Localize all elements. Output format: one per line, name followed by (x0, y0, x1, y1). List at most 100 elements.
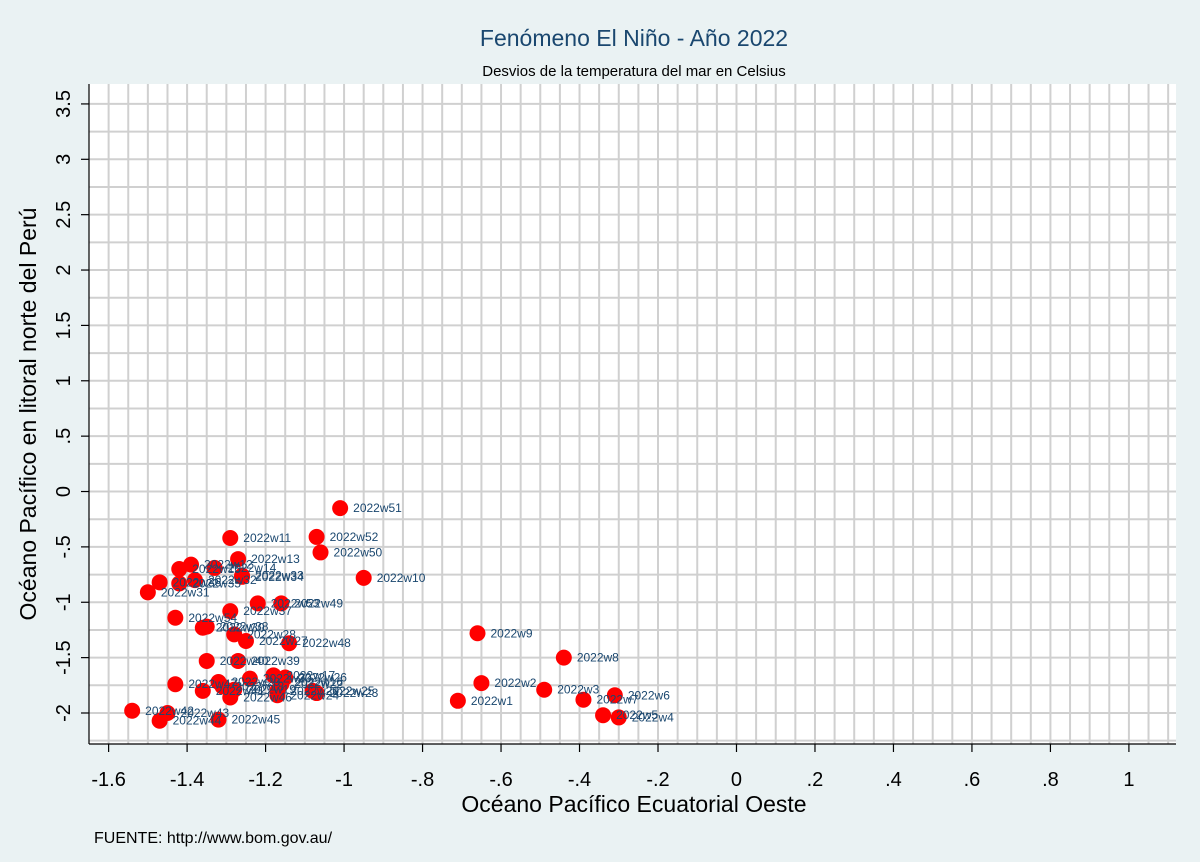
y-tick-label: -1.5 (53, 640, 75, 674)
point-label: 2022w31 (161, 585, 210, 599)
x-tick-label: -1.2 (248, 769, 282, 791)
point-label: 2022w22 (294, 677, 343, 691)
point-label: 2022w17 (286, 668, 335, 682)
x-tick-label: -1.4 (170, 769, 204, 791)
point-label: 2022w13 (251, 552, 300, 566)
point-label: 2022w43 (180, 706, 229, 720)
x-tick-label: -.8 (411, 769, 434, 791)
point-label: 2022w32 (208, 573, 257, 587)
data-point (186, 572, 203, 589)
data-point (171, 575, 188, 592)
point-label: 2022w24 (290, 688, 339, 702)
chart-subtitle: Desvios de la temperatura del mar en Cel… (482, 63, 785, 80)
point-label: 2022w19 (247, 683, 296, 697)
data-point (273, 595, 290, 612)
x-tick-label: -.6 (489, 769, 512, 791)
y-tick-label: -2 (53, 704, 75, 722)
chart-title: Fenómeno El Niño - Año 2022 (480, 25, 788, 51)
point-label: 2022w36 (173, 575, 222, 589)
data-point (473, 675, 490, 692)
point-label: 2022w41 (216, 684, 265, 698)
point-label: 2022w39 (251, 654, 300, 668)
y-tick-label: 3.5 (53, 90, 75, 118)
point-label: 2022w51 (353, 501, 402, 515)
y-tick-label: .5 (53, 428, 75, 445)
point-label: 2022w37 (243, 604, 292, 618)
x-tick-label: .2 (807, 769, 824, 791)
point-label: 2022w3 (557, 683, 599, 697)
y-tick-label: -.5 (53, 535, 75, 558)
y-tick-label: 0 (53, 486, 75, 497)
data-point (151, 712, 168, 729)
data-point (277, 669, 294, 686)
point-label: 2022w52 (330, 530, 379, 544)
point-label: 2022w8 (577, 651, 619, 665)
x-tick-label: .6 (964, 769, 981, 791)
point-label: 2022w50 (334, 545, 383, 559)
data-point (226, 626, 243, 643)
point-label: 2022w6 (628, 688, 670, 702)
y-tick-label: 2 (53, 264, 75, 275)
point-label: 2022w38 (220, 620, 269, 634)
point-label: 2022w26 (298, 671, 347, 685)
x-tick-label: -.2 (646, 769, 669, 791)
x-tick-label: -1.6 (91, 769, 125, 791)
y-tick-label: 2.5 (53, 201, 75, 229)
data-point (304, 682, 321, 699)
point-label: 2022w5 (616, 708, 658, 722)
point-label: 2022w10 (377, 571, 426, 585)
data-point (124, 702, 141, 719)
point-label: 2022w34 (255, 570, 304, 584)
point-label: 2022w48 (302, 636, 351, 650)
point-label: 2022w25 (326, 684, 375, 698)
data-point (222, 689, 239, 706)
point-label: 2022w9 (490, 626, 532, 640)
point-label: 2022w47 (188, 677, 237, 691)
point-label: 2022w40 (220, 654, 269, 668)
x-tick-label: 0 (731, 769, 742, 791)
point-label: 2022w30 (216, 621, 265, 635)
data-point (595, 707, 612, 724)
point-label: 2022w45 (231, 713, 280, 727)
axes: -1.6 -1.4 -1.2 -1 -.8 -.6 -.4 -.2 0 .2 .4 .6 .8 1 -2 -1… (53, 84, 1176, 791)
data-point (234, 568, 251, 585)
data-point (237, 633, 254, 650)
point-label: 2022w23 (330, 686, 379, 700)
data-point (167, 609, 184, 626)
data-point (281, 635, 298, 652)
y-tick-label: -1 (53, 593, 75, 611)
point-label: 2022w2 (494, 676, 536, 690)
data-point (171, 561, 188, 578)
point-label: 2022w53 (271, 596, 320, 610)
x-axis-label: Océano Pacífico Ecuatorial Oeste (461, 791, 806, 817)
data-point (222, 603, 239, 620)
data-point (139, 584, 156, 601)
data-point (206, 559, 223, 576)
data-point (355, 569, 372, 586)
data-point (151, 574, 168, 591)
data-point (241, 670, 258, 687)
data-point (575, 691, 592, 708)
data-point (222, 530, 239, 547)
source-note: FUENTE: http://www.bom.gov.au/ (94, 830, 333, 847)
point-label: 2022w46 (243, 690, 292, 704)
point-label: 2022w28 (247, 627, 296, 641)
data-point (210, 673, 227, 690)
data-point (269, 687, 286, 704)
x-tick-label: .8 (1042, 769, 1059, 791)
data-point (198, 618, 215, 635)
data-point (449, 692, 466, 709)
y-tick-label: 3 (53, 154, 75, 165)
data-point (198, 652, 215, 669)
point-label: 2022w16 (294, 675, 343, 689)
data-point (210, 711, 227, 728)
point-label: 2022w1 (471, 694, 513, 708)
data-points (124, 500, 627, 729)
point-label: 2022w11 (243, 531, 291, 545)
y-tick-label: 1.5 (53, 312, 75, 340)
data-point (194, 682, 211, 699)
point-label: 2022w21 (290, 684, 339, 698)
y-tick-label: 1 (53, 375, 75, 386)
